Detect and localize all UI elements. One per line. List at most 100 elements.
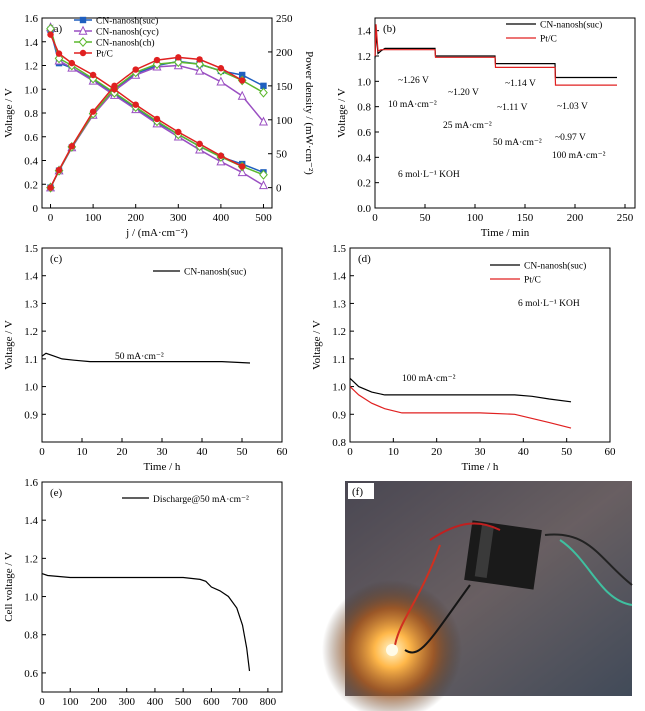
led — [386, 644, 398, 656]
data-point — [111, 82, 118, 90]
x-tick-label: 100 — [85, 212, 102, 224]
data-point — [216, 76, 226, 86]
y-tick-label: 1.2 — [24, 553, 38, 565]
annotation: 100 mA·cm⁻² — [552, 151, 606, 161]
annotation: ~1.14 V — [505, 79, 536, 89]
y-tick-label: 1.3 — [332, 298, 346, 310]
x-tick-label: 300 — [170, 212, 187, 224]
plot-frame — [41, 17, 273, 209]
legend-entry: CN-nanosh(suc) — [184, 267, 246, 278]
y-tick-label: 0.2 — [24, 179, 38, 191]
legend-entry: Pt/C — [524, 276, 541, 286]
x-tick-label: 20 — [117, 446, 129, 458]
x-tick-label: 300 — [118, 696, 135, 708]
y2-axis-label: Power density / (mW·cm⁻²) — [303, 51, 315, 175]
y-tick-label: 0.8 — [357, 102, 371, 114]
x-tick-label: 500 — [175, 696, 192, 708]
y-tick-label: 1.0 — [24, 592, 38, 604]
data-point — [238, 77, 246, 84]
y-tick-label: 1.3 — [24, 298, 38, 310]
data-point — [259, 87, 268, 98]
data-point — [55, 50, 63, 57]
series-line-discharge-50-ma-cm- — [41, 573, 251, 672]
data-point — [196, 140, 203, 148]
y-tick-label: 0.6 — [357, 127, 371, 139]
panel-a-chart: 0 100 200 300 400 50000.20.40.60.81.01.21.41.… — [3, 13, 315, 239]
data-point — [54, 53, 64, 64]
series-line-cn-nanosh-suc- — [41, 352, 251, 364]
panel-f-label: (f) — [352, 486, 363, 498]
y-tick-label: 0.8 — [332, 437, 346, 449]
y-tick-label: 0.8 — [24, 108, 38, 120]
y-tick-label: 0.6 — [24, 668, 38, 680]
y-tick-label: 1.5 — [332, 243, 346, 255]
data-point — [175, 54, 182, 61]
x-tick-label: 10 — [77, 446, 89, 458]
x-tick-label: 50 — [237, 446, 249, 458]
x-tick-label: 100 — [62, 696, 79, 708]
data-point — [175, 128, 182, 136]
y-axis-label: Cell voltage / V — [3, 552, 15, 622]
data-point — [195, 59, 204, 70]
red-lead — [394, 544, 441, 646]
x-tick-label: 400 — [147, 696, 164, 708]
x-tick-label: 250 — [617, 212, 634, 224]
data-point — [217, 65, 225, 72]
x-tick-label: 500 — [255, 212, 272, 224]
data-point — [237, 90, 247, 100]
series-line-cn-nanosh-suc- — [349, 377, 572, 403]
data-point — [196, 56, 203, 63]
series-line-cn-nanosh-suc- — [374, 33, 617, 79]
legend-entry: Discharge@50 mA·cm⁻² — [153, 495, 249, 505]
x-tick-label: 40 — [518, 446, 530, 458]
panel-e-chart: 0 100 200 300 400 500 600 700 800 0.6 0.8 1.0 1.2 1.4… — [3, 477, 283, 708]
annotation: ~1.03 V — [557, 102, 588, 112]
annotation: 10 mA·cm⁻² — [388, 100, 437, 110]
x-tick-label: 10 — [388, 446, 400, 458]
x-axis-label: Time / h — [144, 461, 181, 473]
data-point — [258, 180, 268, 190]
data-point — [89, 71, 97, 79]
x-tick-label: 100 — [467, 212, 484, 224]
panel-label: (d) — [358, 253, 371, 265]
legend-entry: CN-nanosh(suc) — [524, 261, 586, 272]
y-tick-label: 0.8 — [24, 630, 38, 642]
x-tick-label: 50 — [561, 446, 573, 458]
annotation: ~0.97 V — [555, 133, 586, 143]
y-tick-label: 1.2 — [24, 326, 38, 338]
black-wire — [544, 533, 633, 586]
data-point — [258, 116, 268, 126]
y-tick-label: 1.5 — [24, 243, 38, 255]
y-axis-label: Voltage / V — [3, 88, 15, 138]
battery-clip — [474, 524, 494, 578]
x-tick-label: 60 — [277, 446, 289, 458]
plot-frame — [41, 481, 283, 693]
panel-d-chart: 0 10 20 30 40 50 60 0.8 0.9 1.0 1.1 1.2 1.3 1.4 1.5 Tim… — [311, 243, 616, 473]
data-point — [238, 71, 246, 79]
data-point — [238, 163, 246, 170]
data-point — [47, 184, 54, 191]
x-tick-label: 0 — [39, 696, 45, 708]
data-point — [47, 31, 54, 38]
panel-label: (c) — [50, 253, 63, 265]
annotation: ~1.20 V — [448, 88, 479, 98]
data-point — [78, 25, 88, 35]
y-tick-label: 1.4 — [24, 515, 38, 527]
annotation: ~1.11 V — [497, 103, 528, 113]
data-point — [153, 56, 161, 64]
x-tick-label: 200 — [127, 212, 144, 224]
y2-tick-label: 150 — [276, 81, 293, 93]
panel-label: (e) — [50, 487, 63, 499]
series-line-pt-c-voltage — [49, 34, 243, 168]
y-tick-label: 0.0 — [357, 203, 371, 215]
x-tick-label: 400 — [213, 212, 230, 224]
legend-entry: CN-nanosh(suc) — [540, 20, 602, 31]
data-point — [173, 57, 183, 68]
y2-tick-label: 100 — [276, 115, 293, 127]
y-tick-label: 1.4 — [357, 26, 371, 38]
x-tick-label: 20 — [431, 446, 443, 458]
y-tick-label: 1.0 — [24, 382, 38, 394]
data-point — [79, 49, 87, 57]
y-axis-label: Voltage / V — [3, 320, 15, 370]
